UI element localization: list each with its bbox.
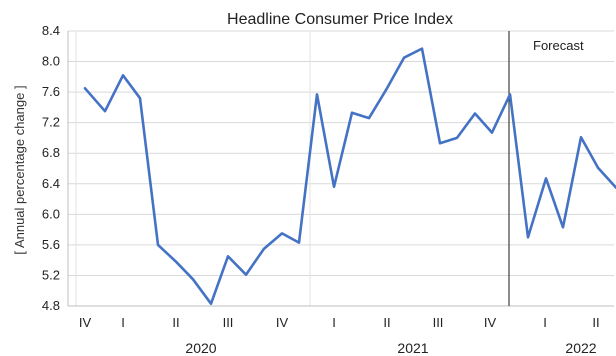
x-quarter-label: I [121,315,125,330]
axes [67,31,614,307]
x-quarter-label: IV [79,315,92,330]
y-tick-label: 7.6 [42,84,60,99]
y-axis-label: [ Annual percentage change ] [12,85,27,254]
y-tick-label: 7.2 [42,115,60,130]
x-quarter-label: III [223,315,234,330]
y-tick-label: 8.4 [42,23,60,38]
x-quarter-label: I [332,315,336,330]
x-quarter-label: I [543,315,547,330]
y-tick-label: 6.4 [42,176,60,191]
x-quarter-label: IV [484,315,497,330]
y-tick-label: 8.0 [42,54,60,69]
forecast-label: Forecast [533,38,584,53]
y-tick-label: 4.8 [42,298,60,313]
y-tick-label: 5.2 [42,267,60,282]
x-year-label: 2020 [185,340,216,356]
x-year-label: 2022 [565,340,596,356]
x-quarter-label: III [433,315,444,330]
x-year-label: 2021 [397,340,428,356]
tick-labels: 4.85.25.66.06.46.87.27.68.08.4IV I II III IV… [42,23,600,356]
y-tick-label: 6.8 [42,145,60,160]
y-tick-label: 5.6 [42,237,60,252]
x-quarter-label: II [383,315,390,330]
chart-title: Headline Consumer Price Index [227,11,453,28]
x-quarter-label: IV [276,315,289,330]
y-tick-label: 6.0 [42,206,60,221]
series-layer [83,47,616,306]
x-quarter-label: II [172,315,179,330]
x-quarter-label: II [592,315,599,330]
cpi-series-line [83,47,616,306]
